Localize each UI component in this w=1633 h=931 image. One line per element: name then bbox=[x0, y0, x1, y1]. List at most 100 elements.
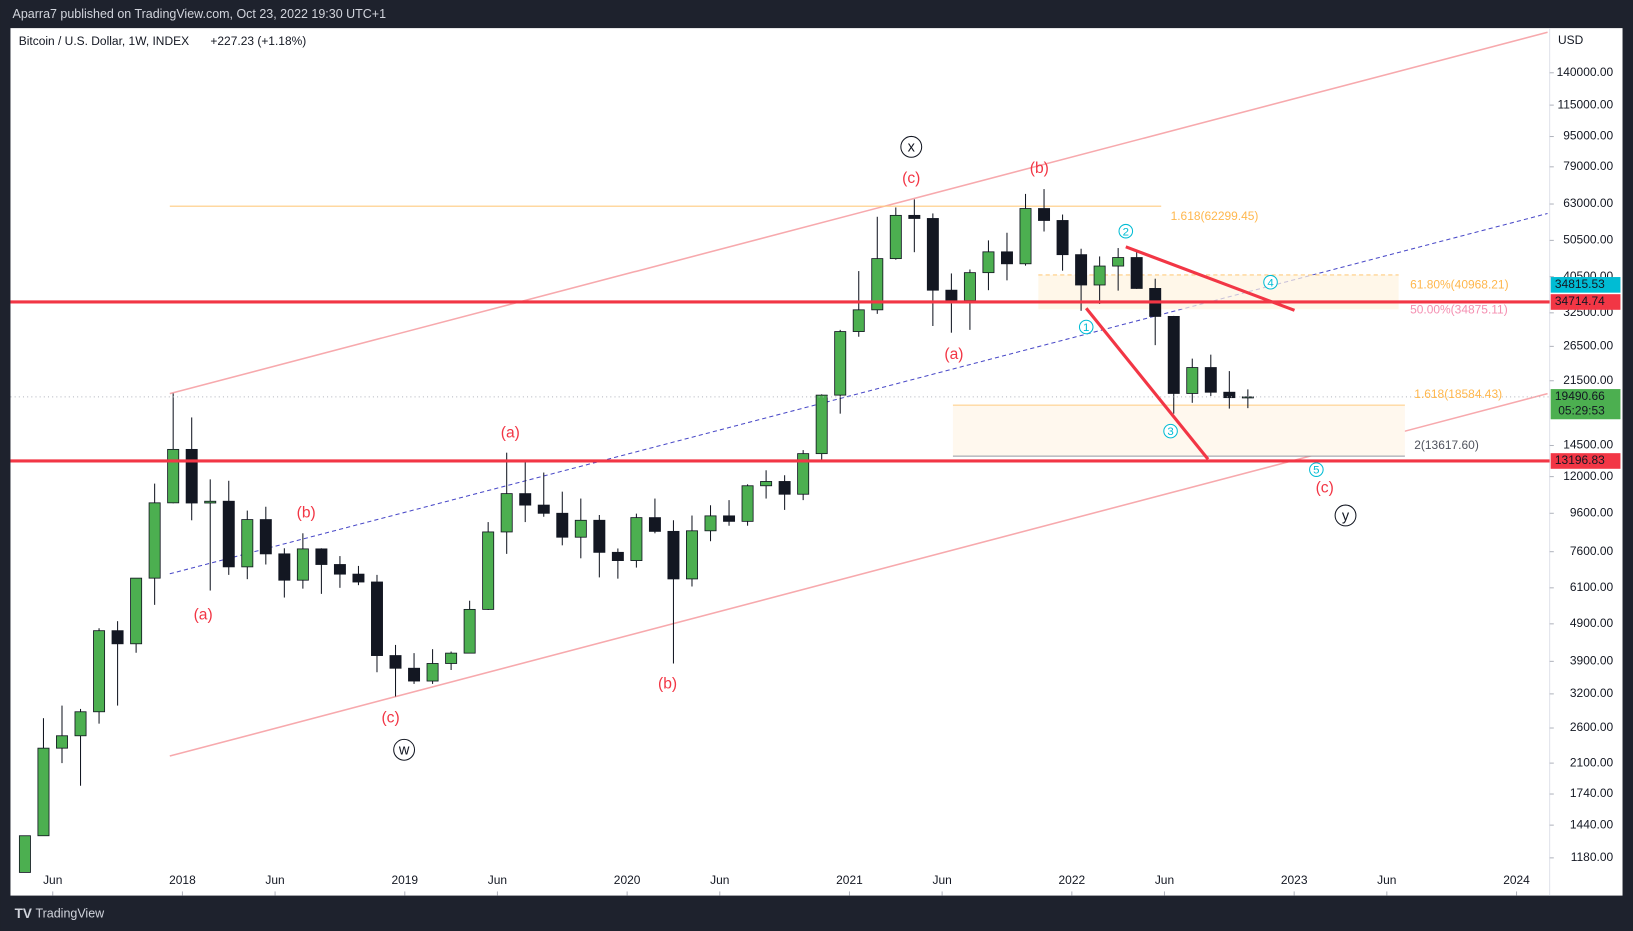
candle-body bbox=[1223, 391, 1236, 399]
x-tick-label: Jun bbox=[265, 873, 284, 887]
y-tick-label: 2100.00 bbox=[1570, 755, 1614, 769]
candle-body bbox=[204, 500, 217, 504]
y-tick-label: 1180.00 bbox=[1571, 850, 1614, 864]
trend-line bbox=[1085, 307, 1210, 461]
header: Aparra7 published on TradingView.com, Oc… bbox=[13, 7, 387, 21]
candle-body bbox=[463, 608, 476, 654]
wave-label: (a) bbox=[501, 424, 520, 441]
impulse-circle bbox=[1263, 274, 1278, 290]
candle-body bbox=[222, 500, 235, 568]
y-tick-label: 50500.00 bbox=[1563, 233, 1613, 247]
footer: TV TradingView bbox=[15, 906, 106, 921]
candle-body bbox=[1130, 257, 1143, 289]
wave-label: (c) bbox=[1316, 480, 1334, 497]
x-tick-label: 2021 bbox=[836, 873, 863, 887]
impulse-label: 3 bbox=[1167, 426, 1173, 438]
candle-body bbox=[556, 512, 569, 538]
candle-body bbox=[148, 502, 161, 579]
impulse-circle bbox=[1309, 462, 1324, 477]
x-tick-label: Jun bbox=[43, 873, 62, 887]
axis-unit: USD bbox=[1558, 33, 1584, 47]
candle-body bbox=[593, 519, 606, 553]
candle-body bbox=[982, 251, 995, 274]
candle-body bbox=[1093, 265, 1106, 286]
price-tag bbox=[1550, 294, 1621, 310]
impulse-circle bbox=[1118, 223, 1134, 239]
y-tick-label: 7600.00 bbox=[1570, 544, 1614, 558]
candle-body bbox=[963, 272, 976, 302]
y-tick-label: 4900.00 bbox=[1570, 616, 1614, 630]
price-tag-label: 13196.83 bbox=[1555, 453, 1605, 467]
candle-body bbox=[760, 481, 773, 487]
candle-body bbox=[926, 218, 939, 291]
axes: Bitcoin / U.S. Dollar, 1W, INDEX +227.23… bbox=[19, 33, 1621, 896]
fib-label: 61.80%(40968.21) bbox=[1410, 277, 1509, 291]
wave-label: (a) bbox=[194, 607, 213, 624]
candle-body bbox=[704, 515, 717, 532]
candle-body bbox=[667, 530, 680, 580]
price-tag-label: 34815.53 bbox=[1555, 277, 1605, 291]
candle-body bbox=[259, 519, 272, 555]
candle-body bbox=[130, 577, 143, 645]
candle-body bbox=[241, 519, 254, 568]
x-tick-label: 2023 bbox=[1281, 873, 1308, 887]
candle-body bbox=[74, 711, 87, 737]
candle-body bbox=[630, 517, 643, 561]
impulse-label: 4 bbox=[1267, 277, 1274, 289]
candle-body bbox=[889, 214, 902, 260]
fib-zone bbox=[952, 405, 1405, 457]
candle-body bbox=[408, 667, 421, 682]
candle-body bbox=[1075, 254, 1088, 286]
x-tick-label: Jun bbox=[932, 873, 951, 887]
candle-body bbox=[574, 519, 587, 538]
candle-body bbox=[1038, 208, 1051, 221]
impulse-circle bbox=[1078, 319, 1094, 335]
candle-body bbox=[945, 289, 958, 302]
candle-body bbox=[648, 517, 661, 532]
candle-body bbox=[482, 531, 495, 610]
candle-body bbox=[908, 214, 921, 219]
candle-body bbox=[815, 394, 828, 455]
price-tag bbox=[1550, 389, 1621, 420]
candle-body bbox=[1204, 367, 1217, 393]
price-tag-label: 19490.66 bbox=[1555, 389, 1605, 403]
candle-body bbox=[18, 835, 31, 873]
candle-body bbox=[352, 573, 365, 583]
chart-title: Bitcoin / U.S. Dollar, 1W, INDEX bbox=[19, 34, 189, 48]
wave-label: (c) bbox=[902, 170, 920, 187]
candle-body bbox=[1056, 220, 1069, 256]
candle-body bbox=[852, 309, 865, 332]
candle-body bbox=[37, 747, 50, 837]
wave-label: (b) bbox=[1030, 160, 1049, 177]
candle-body bbox=[686, 530, 698, 580]
candle-body bbox=[389, 655, 402, 669]
channel-mid bbox=[169, 212, 1548, 575]
price-tag bbox=[1550, 453, 1621, 469]
y-tick-label: 3900.00 bbox=[1570, 654, 1614, 668]
candle-body bbox=[445, 652, 458, 664]
fib-label: 1.618(62299.45) bbox=[1171, 209, 1259, 223]
candle-body bbox=[111, 630, 124, 645]
y-tick-label: 2600.00 bbox=[1570, 720, 1614, 734]
y-tick-label: 21500.00 bbox=[1563, 373, 1613, 387]
x-tick-label: 2019 bbox=[391, 873, 418, 887]
fib-label: 1.618(18584.43) bbox=[1414, 387, 1502, 401]
candle-body bbox=[519, 493, 532, 506]
candles bbox=[18, 189, 1254, 873]
y-tick-label: 140000.00 bbox=[1557, 65, 1614, 79]
candle-body bbox=[778, 481, 791, 495]
brand: TradingView bbox=[35, 907, 105, 921]
fib-label: 2(13617.60) bbox=[1414, 438, 1479, 452]
candle-body bbox=[296, 548, 309, 581]
candle-body bbox=[1167, 315, 1180, 394]
candle-body bbox=[56, 735, 68, 749]
wave-label: w bbox=[398, 743, 410, 759]
candle-body bbox=[167, 448, 180, 504]
candle-body bbox=[185, 448, 198, 504]
y-tick-label: 95000.00 bbox=[1563, 129, 1613, 143]
candle-body bbox=[278, 553, 291, 581]
candle-body bbox=[871, 258, 884, 311]
candle-body bbox=[611, 551, 624, 561]
y-tick-label: 79000.00 bbox=[1563, 159, 1613, 173]
